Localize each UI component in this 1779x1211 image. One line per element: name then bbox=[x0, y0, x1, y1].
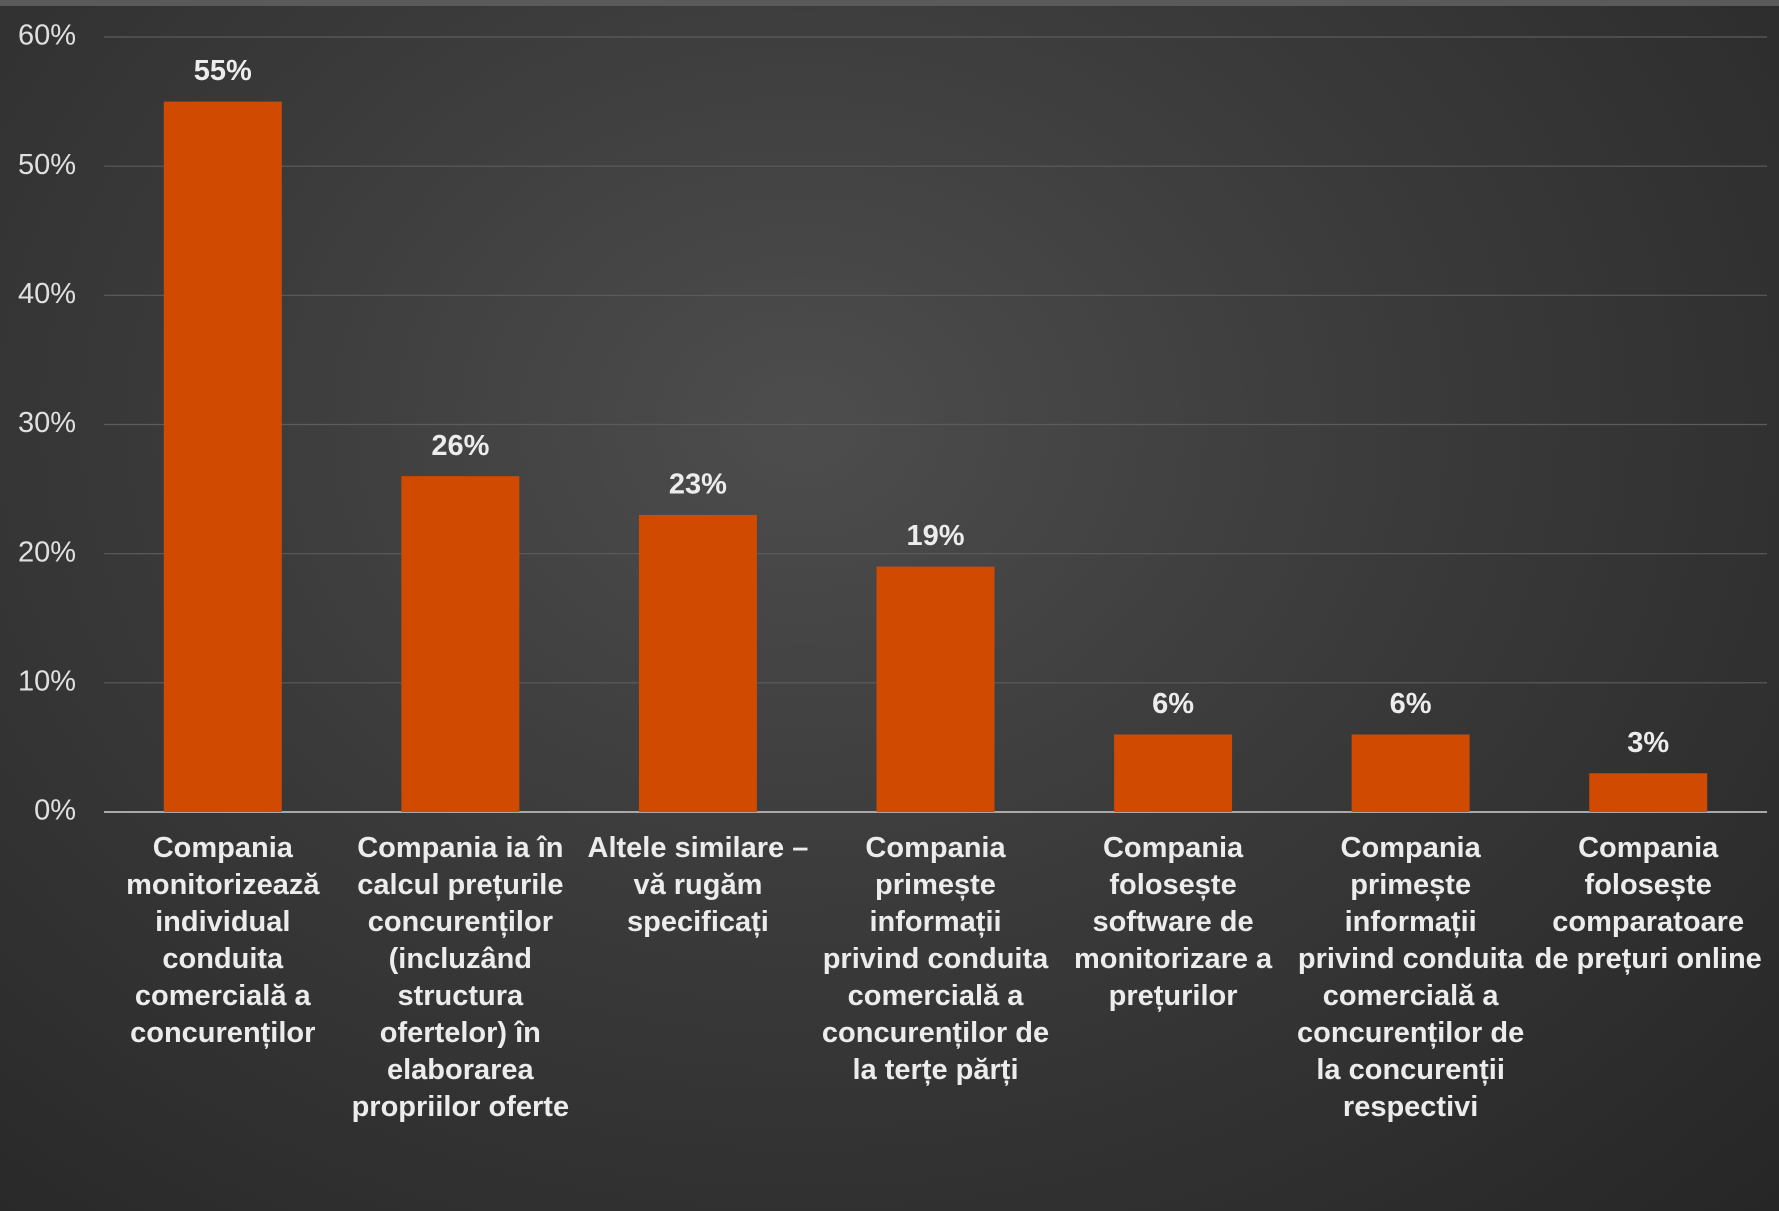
data-label: 6% bbox=[1390, 688, 1432, 720]
y-tick-label: 0% bbox=[34, 795, 76, 827]
bar bbox=[1351, 734, 1470, 812]
top-bar bbox=[0, 0, 1779, 6]
y-tick-label: 10% bbox=[18, 665, 76, 697]
data-label: 26% bbox=[431, 430, 489, 462]
x-tick-label: Compania primește informații privind con… bbox=[821, 832, 1050, 1086]
bar bbox=[1114, 734, 1233, 812]
bar bbox=[163, 101, 282, 813]
data-label: 19% bbox=[906, 520, 964, 552]
x-tick-label: Compania ia în calcul prețurile concuren… bbox=[351, 832, 570, 1123]
bar bbox=[401, 476, 520, 812]
x-tick-label: Altele similare – vă rugăm specificați bbox=[587, 832, 809, 938]
x-tick-label: Compania folosește comparatoare de prețu… bbox=[1534, 832, 1762, 975]
y-tick-label: 20% bbox=[18, 536, 76, 568]
y-tick-label: 60% bbox=[18, 20, 76, 52]
y-tick-label: 30% bbox=[18, 407, 76, 439]
bar bbox=[1589, 773, 1708, 812]
data-label: 6% bbox=[1152, 688, 1194, 720]
data-label: 55% bbox=[194, 55, 252, 87]
x-tick-label: Compania primește informații privind con… bbox=[1297, 832, 1525, 1123]
x-tick-label: Compania monitorizează individual condui… bbox=[126, 832, 320, 1049]
x-tick-label: Compania folosește software de monitoriz… bbox=[1073, 832, 1273, 1012]
data-label: 23% bbox=[669, 469, 727, 501]
bar bbox=[876, 566, 995, 812]
y-tick-label: 40% bbox=[18, 278, 76, 310]
bar bbox=[638, 514, 757, 812]
data-label: 3% bbox=[1627, 727, 1669, 759]
y-tick-label: 50% bbox=[18, 149, 76, 181]
